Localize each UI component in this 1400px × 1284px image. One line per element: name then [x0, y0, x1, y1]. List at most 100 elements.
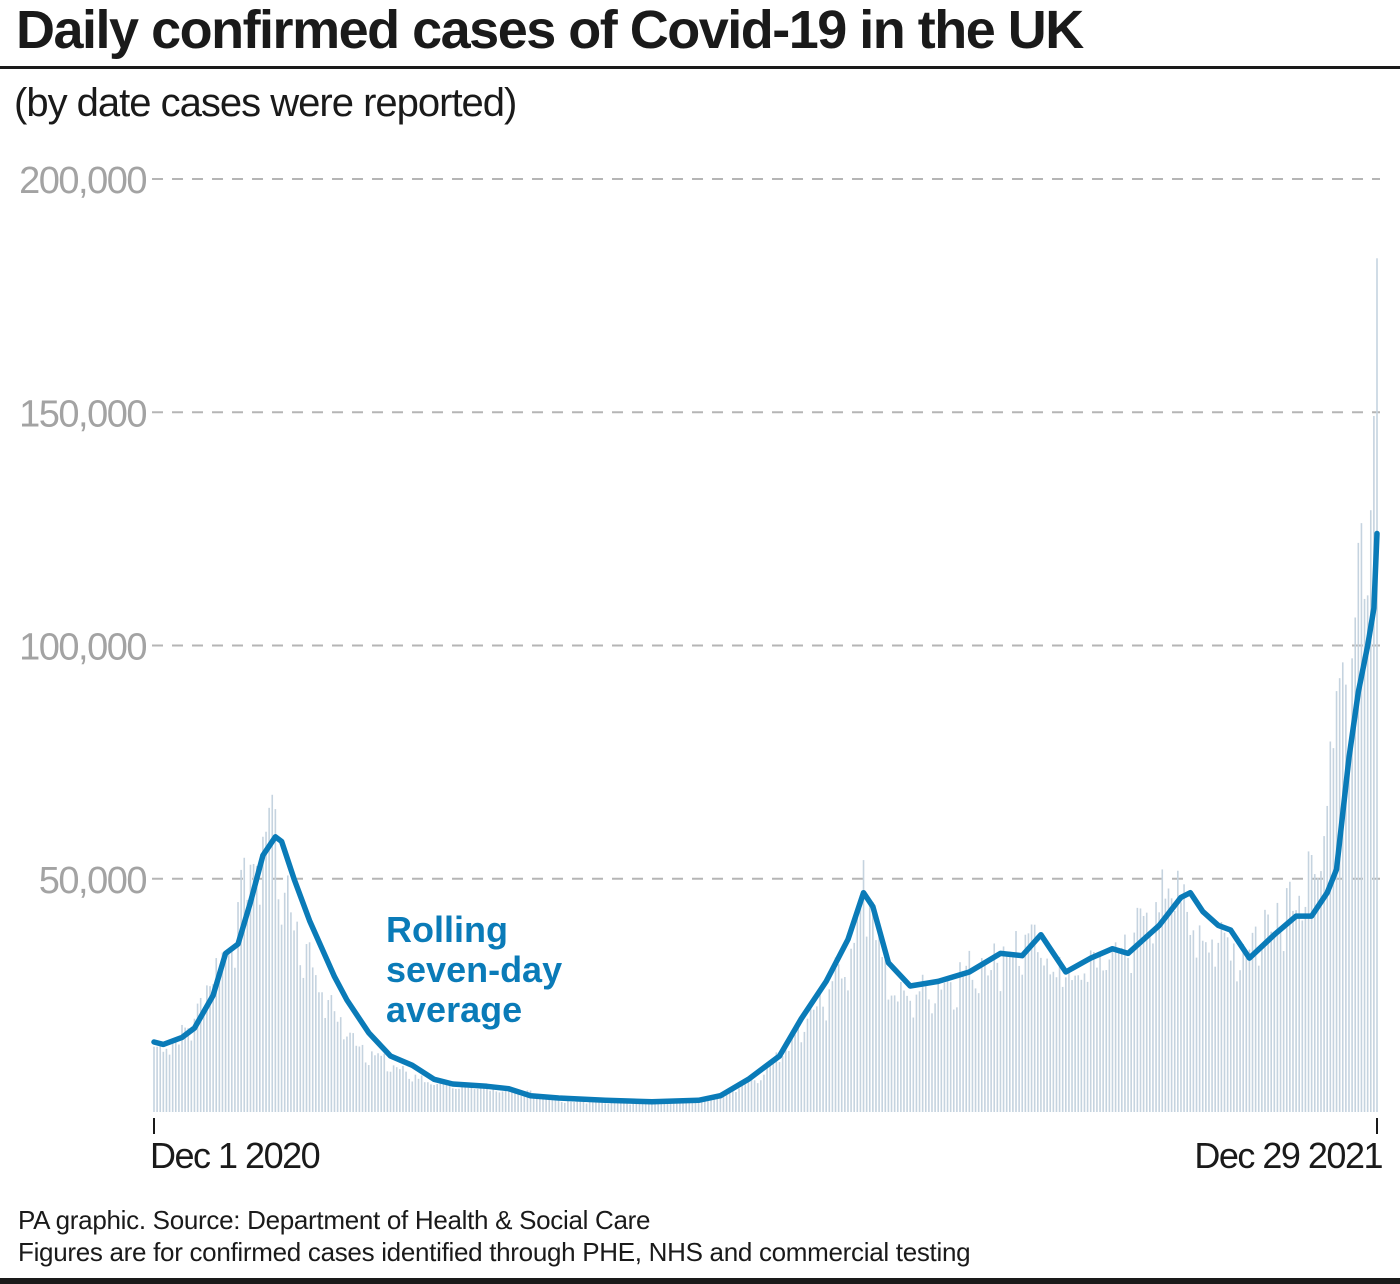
daily-case-bar: [719, 1095, 722, 1112]
daily-case-bar: [1192, 930, 1195, 1112]
daily-case-bar: [1366, 595, 1369, 1112]
daily-case-bar: [993, 943, 996, 1112]
daily-case-bar: [1351, 658, 1353, 1112]
daily-case-bar: [582, 1101, 585, 1112]
daily-case-bar: [1102, 970, 1104, 1112]
daily-case-bar: [560, 1102, 563, 1112]
daily-case-bar: [837, 964, 840, 1112]
daily-case-bar: [1037, 952, 1039, 1112]
testing-note: Figures are for confirmed cases identifi…: [18, 1237, 971, 1267]
daily-case-bar: [682, 1098, 684, 1112]
daily-case-bar: [1363, 598, 1366, 1112]
daily-case-bar: [909, 1000, 912, 1112]
daily-case-bar: [1317, 878, 1319, 1112]
daily-case-bar: [433, 1085, 435, 1112]
daily-case-bar: [1173, 911, 1176, 1112]
daily-case-bar: [554, 1098, 557, 1112]
daily-case-bar: [644, 1103, 647, 1112]
daily-case-bar: [875, 940, 877, 1112]
daily-case-bar: [946, 977, 949, 1112]
daily-case-bar: [165, 1048, 168, 1112]
annotation-line: seven-day: [386, 949, 562, 990]
daily-case-bar: [1360, 523, 1363, 1112]
daily-case-bar: [775, 1052, 778, 1112]
daily-case-bar: [283, 892, 286, 1112]
daily-case-bar: [504, 1086, 507, 1112]
daily-case-bar: [710, 1096, 712, 1112]
daily-case-bar: [1033, 924, 1036, 1112]
daily-case-bar: [778, 1062, 781, 1112]
daily-case-bar: [563, 1102, 566, 1112]
daily-case-bar: [688, 1100, 691, 1112]
daily-case-bar: [408, 1078, 410, 1112]
daily-case-bar: [1254, 926, 1257, 1112]
daily-case-bar: [346, 1036, 348, 1112]
daily-case-bar: [1167, 888, 1170, 1112]
daily-case-bar: [619, 1102, 622, 1112]
daily-case-bar: [234, 967, 236, 1112]
daily-case-bar: [545, 1095, 547, 1112]
daily-case-bar: [451, 1088, 454, 1112]
daily-case-bar: [788, 1051, 790, 1112]
daily-case-bar: [604, 1103, 607, 1112]
daily-case-bar: [240, 869, 242, 1112]
daily-case-bar: [772, 1062, 775, 1112]
daily-case-bar: [900, 981, 902, 1112]
daily-case-bar: [1242, 944, 1244, 1112]
daily-case-bar: [1270, 931, 1272, 1112]
daily-case-bar: [685, 1100, 687, 1112]
daily-case-bar: [1267, 914, 1269, 1112]
daily-case-bar: [277, 899, 280, 1112]
daily-case-bar: [663, 1100, 666, 1112]
daily-case-bar: [579, 1099, 582, 1112]
daily-case-bar: [374, 1055, 376, 1112]
daily-case-bar: [535, 1096, 538, 1112]
daily-case-bar: [738, 1088, 740, 1112]
daily-case-bar: [921, 974, 924, 1112]
daily-case-bar: [259, 904, 261, 1112]
daily-case-bar: [1043, 965, 1045, 1112]
daily-case-bar: [1074, 975, 1076, 1112]
chart-title: Daily confirmed cases of Covid-19 in the…: [16, 0, 1084, 60]
daily-case-bar: [735, 1091, 737, 1112]
daily-case-bar: [601, 1102, 603, 1112]
daily-case-bar: [411, 1081, 414, 1112]
daily-case-bar: [498, 1092, 501, 1112]
bottom-rule: [0, 1278, 1400, 1284]
daily-case-bar: [349, 1032, 351, 1112]
daily-case-bar: [1002, 946, 1005, 1112]
daily-case-bar: [1313, 874, 1316, 1112]
daily-case-bar: [915, 994, 918, 1112]
daily-case-bar: [529, 1090, 532, 1112]
daily-case-bar: [414, 1074, 417, 1112]
daily-case-bar: [825, 1020, 827, 1112]
daily-case-bar: [526, 1090, 529, 1112]
daily-case-bar: [246, 899, 249, 1112]
daily-case-bar: [654, 1102, 656, 1112]
x-tick-label: Dec 29 2021: [1194, 1135, 1382, 1176]
daily-case-bar: [293, 930, 295, 1112]
daily-case-bar: [1127, 957, 1129, 1112]
daily-case-bar: [287, 875, 289, 1112]
daily-case-bar: [467, 1087, 470, 1112]
daily-case-bar: [812, 1009, 815, 1112]
daily-case-bar: [918, 991, 921, 1112]
daily-case-bar: [305, 944, 308, 1112]
daily-case-bar: [1061, 986, 1064, 1112]
daily-case-bar: [448, 1083, 451, 1112]
daily-case-bar: [405, 1071, 407, 1112]
daily-case-bar: [713, 1097, 715, 1112]
daily-case-bar: [791, 1030, 793, 1112]
annotation-line: average: [386, 989, 522, 1030]
daily-case-bar: [1065, 977, 1067, 1112]
daily-case-bar: [1335, 691, 1338, 1112]
daily-case-bar: [395, 1067, 398, 1112]
daily-case-bar: [744, 1084, 747, 1112]
daily-case-bar: [445, 1082, 448, 1112]
gridlines: [152, 178, 1380, 880]
daily-case-bar: [878, 934, 880, 1112]
rolling-average-annotation: Rolling seven-day average: [386, 909, 562, 1030]
daily-case-bar: [290, 912, 292, 1112]
daily-cases-bars: [153, 258, 1378, 1113]
daily-case-bar: [237, 902, 239, 1112]
